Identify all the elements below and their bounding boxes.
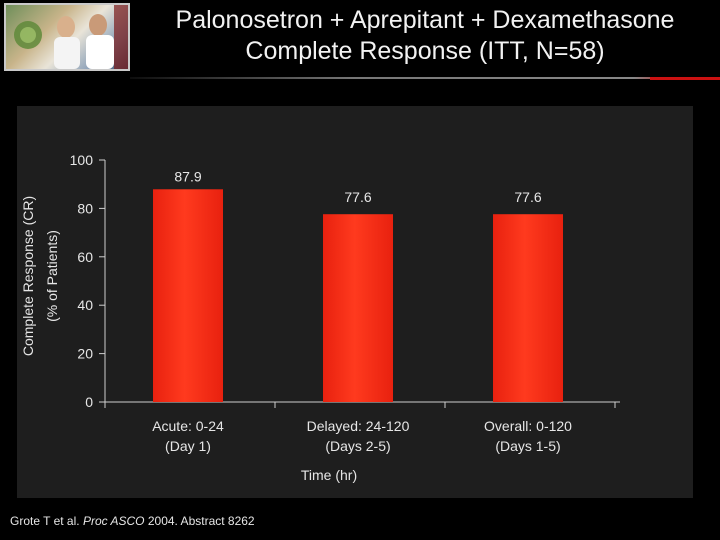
bar-1 xyxy=(153,189,223,402)
data-label-2: 77.6 xyxy=(344,189,371,205)
slide-title-line-2: Complete Response (ITT, N=58) xyxy=(245,37,605,65)
y-axis: 0 20 40 60 80 100 xyxy=(70,152,106,410)
data-label-3: 77.6 xyxy=(514,189,541,205)
y-tick-label: 80 xyxy=(77,200,93,216)
y-tick-label: 100 xyxy=(70,152,94,168)
citation-journal: Proc ASCO xyxy=(82,514,145,528)
data-label-1: 87.9 xyxy=(174,168,201,184)
x-tick-label-1-line-2: (Day 1) xyxy=(165,438,211,454)
citation: Grote T et al. Proc ASCO 2004. Abstract … xyxy=(10,514,255,528)
header-divider xyxy=(130,77,690,79)
y-tick-label: 40 xyxy=(77,297,93,313)
y-axis-title-line-1: Complete Response (CR) xyxy=(20,196,36,356)
slide-title-line-1: Palonosetron + Aprepitant + Dexamethason… xyxy=(175,6,675,34)
citation-details: 2004. Abstract 8262 xyxy=(147,514,255,528)
header-accent-rule xyxy=(650,77,720,80)
header-photo xyxy=(4,3,130,71)
citation-authors: Grote T et al. xyxy=(10,514,80,528)
x-tick-label-2-line-2: (Days 2-5) xyxy=(325,438,390,454)
y-tick-label: 0 xyxy=(85,394,93,410)
y-tick-label: 20 xyxy=(77,346,93,362)
photo-illustration xyxy=(14,5,128,69)
x-tick-label-3-line-1: Overall: 0-120 xyxy=(484,418,572,434)
y-tick-label: 60 xyxy=(77,249,93,265)
x-axis-title: Time (hr) xyxy=(301,467,357,483)
y-axis-label: Complete Response (CR) (% of Patients) xyxy=(20,196,60,356)
x-tick-label-3-line-2: (Days 1-5) xyxy=(495,438,560,454)
y-axis-title-line-2: (% of Patients) xyxy=(44,230,60,322)
bars xyxy=(153,189,563,402)
data-labels: 87.9 77.6 77.6 xyxy=(174,168,541,205)
bar-3 xyxy=(493,214,563,402)
x-tick-label-2-line-1: Delayed: 24-120 xyxy=(307,418,410,434)
bar-2 xyxy=(323,214,393,402)
x-tick-label-1-line-1: Acute: 0-24 xyxy=(152,418,224,434)
x-tick-labels: Acute: 0-24 (Day 1) Delayed: 24-120 (Days 2… xyxy=(152,418,572,454)
